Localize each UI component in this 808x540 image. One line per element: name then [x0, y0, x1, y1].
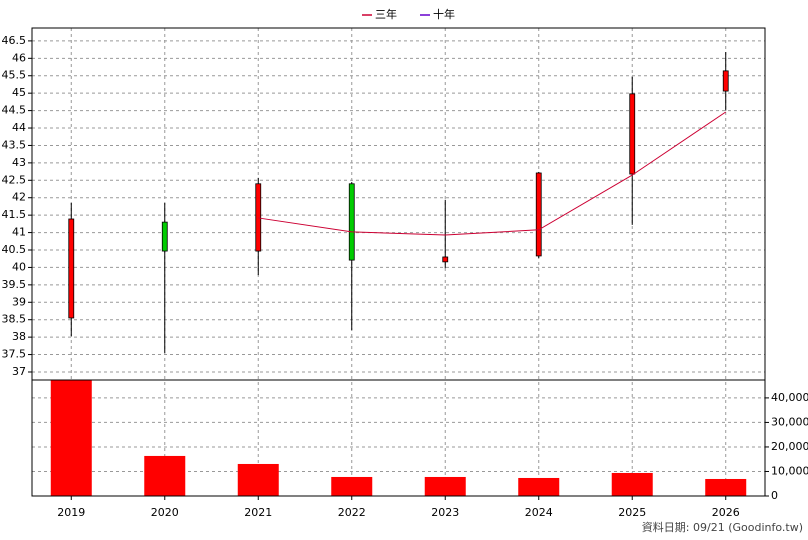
volume-bar: [518, 477, 560, 496]
candle-body: [722, 70, 729, 92]
y-tick-label: 37.5: [2, 348, 27, 361]
y-tick-label: 45.5: [2, 69, 27, 82]
y-tick-label: 40.5: [2, 243, 27, 256]
y-tick-label: 40: [12, 260, 26, 273]
legend-label: 十年: [433, 7, 455, 21]
y2-tick-label: 20,000: [771, 440, 808, 453]
y-tick-label: 45: [12, 86, 26, 99]
y-tick-label: 44: [12, 121, 26, 134]
volume-bar: [50, 380, 92, 496]
candle-body: [255, 183, 262, 252]
line-series: [258, 111, 727, 236]
y-tick-label: 37: [12, 365, 26, 378]
y-tick-label: 41.5: [2, 208, 27, 221]
y2-tick-label: 0: [771, 489, 778, 502]
legend-label: 三年: [375, 7, 397, 21]
x-tick-label: 2020: [151, 506, 179, 519]
candle-body: [442, 256, 449, 263]
y2-tick-label: 30,000: [771, 415, 808, 428]
plot-frame: [31, 27, 766, 497]
y-tick-label: 39.5: [2, 278, 27, 291]
y2-tick-label: 10,000: [771, 464, 808, 477]
footer: 資料日期: 09/21 (Goodinfo.tw): [642, 520, 803, 534]
volume-bar: [331, 476, 373, 496]
y-tick-label: 42: [12, 191, 26, 204]
x-tick-label: 2019: [57, 506, 85, 519]
volume-bar: [424, 476, 466, 496]
x-tick-label: 2021: [244, 506, 272, 519]
x-tick-label: 2025: [618, 506, 646, 519]
candle-body: [161, 221, 168, 252]
y-tick-label: 38.5: [2, 313, 27, 326]
y-tick-label: 38: [12, 330, 26, 343]
volume-bar: [144, 455, 186, 496]
y-tick-label: 43.5: [2, 138, 27, 151]
volume-bar: [237, 463, 279, 496]
candle-body: [629, 93, 636, 175]
y-tick-label: 43: [12, 156, 26, 169]
y-tick-label: 44.5: [2, 104, 27, 117]
y-tick-label: 46: [12, 51, 26, 64]
candle-body: [68, 218, 75, 319]
y-tick-label: 42.5: [2, 173, 27, 186]
candle-body: [535, 172, 542, 257]
x-tick-label: 2024: [525, 506, 553, 519]
y2-tick-label: 40,000: [771, 391, 808, 404]
candle-body: [348, 183, 355, 261]
y-tick-label: 41: [12, 226, 26, 239]
volume-bar: [611, 472, 653, 496]
y-tick-label: 39: [12, 295, 26, 308]
volume-bar: [705, 478, 747, 496]
x-tick-label: 2026: [712, 506, 740, 519]
x-tick-label: 2023: [431, 506, 459, 519]
y-tick-label: 46.5: [2, 34, 27, 47]
x-tick-label: 2022: [338, 506, 366, 519]
